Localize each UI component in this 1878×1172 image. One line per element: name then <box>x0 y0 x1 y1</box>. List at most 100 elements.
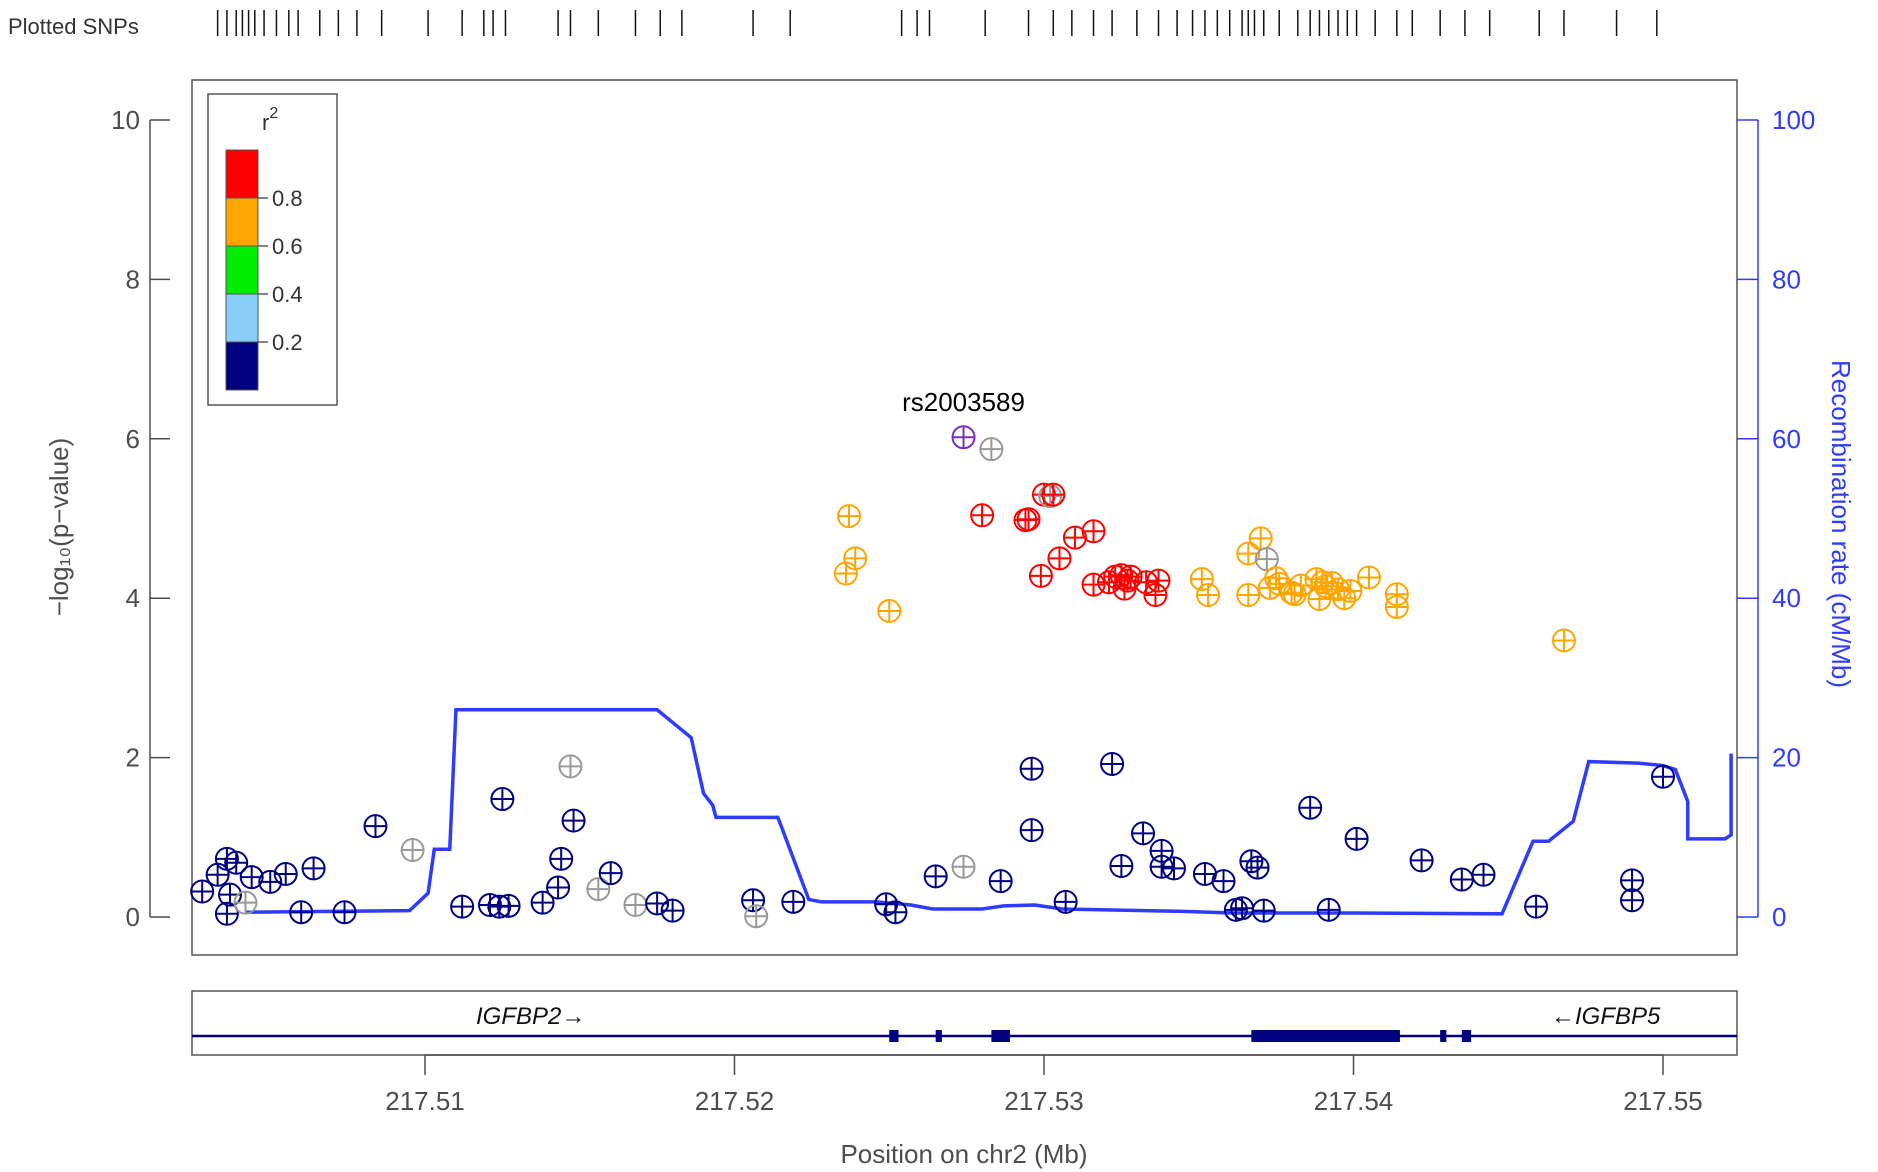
snp-point <box>837 504 862 529</box>
snp-point <box>741 888 766 913</box>
snp-point <box>1264 566 1289 591</box>
snp-point <box>1344 826 1369 851</box>
legend-swatch <box>225 245 259 295</box>
snp-point <box>1019 756 1044 781</box>
snp-point <box>660 898 685 923</box>
x-axis-tick-label: 217.54 <box>1314 1086 1394 1116</box>
exon-block <box>1440 1030 1447 1042</box>
snp-point <box>843 546 868 571</box>
snp-point <box>1313 574 1338 599</box>
legend-bin-label: 0.2 <box>272 330 303 355</box>
x-axis: 217.51 217.52 217.53 217.54 217.55 <box>385 1054 1703 1116</box>
right-axis-tick-label: 40 <box>1772 583 1801 613</box>
snp-point <box>598 861 623 886</box>
right-y-axis: 0 20 40 60 80 100 <box>1737 105 1815 932</box>
snp-point <box>970 503 995 528</box>
snp-point <box>561 808 586 833</box>
exon-block <box>889 1030 899 1042</box>
snp-points <box>190 425 1675 929</box>
right-axis-tick-label: 20 <box>1772 743 1801 773</box>
plot-frame <box>191 79 1738 956</box>
snp-point <box>549 846 574 871</box>
snp-point <box>1409 848 1434 873</box>
right-axis-tick-label: 60 <box>1772 424 1801 454</box>
right-axis-title: Recombination rate (cM/Mb) <box>1826 360 1856 688</box>
legend-swatch <box>225 149 259 199</box>
snp-point <box>332 900 357 925</box>
snp-point <box>883 900 908 925</box>
snp-point <box>1161 856 1186 881</box>
snp-point <box>450 894 475 919</box>
legend-swatch <box>225 341 259 391</box>
right-axis-tick-label: 0 <box>1772 902 1786 932</box>
snp-point <box>214 901 239 926</box>
snp-point <box>1239 849 1264 874</box>
snp-point <box>1236 583 1261 608</box>
recombination-rate-line <box>245 708 1733 916</box>
x-axis-title: Position on chr2 (Mb) <box>840 1139 1087 1169</box>
snp-point <box>1449 867 1474 892</box>
snp-point <box>1019 818 1044 843</box>
gene-label-igfbp2: IGFBP2→ <box>476 1003 585 1030</box>
legend-bin-label: 0.4 <box>272 282 303 307</box>
snp-point <box>400 838 425 863</box>
snp-point <box>781 889 806 914</box>
snp-point <box>586 877 611 902</box>
right-axis-tick-label: 80 <box>1772 264 1801 294</box>
snp-point <box>239 865 264 890</box>
exon-block <box>1461 1030 1472 1042</box>
snp-point <box>1149 854 1174 879</box>
snp-point <box>1248 526 1273 551</box>
x-axis-tick-label: 217.53 <box>1004 1086 1084 1116</box>
snp-point <box>1384 594 1409 619</box>
exon-block <box>991 1030 1010 1042</box>
snp-point <box>1620 868 1645 893</box>
snp-point <box>1230 896 1255 921</box>
left-y-axis: 0 2 4 6 8 10 <box>111 105 170 932</box>
snp-point <box>1118 564 1143 589</box>
snp-point <box>1081 519 1106 544</box>
snp-point <box>1109 853 1134 878</box>
snp-point <box>363 814 388 839</box>
snp-point <box>258 869 283 894</box>
snp-point <box>1100 751 1125 776</box>
legend-bin-label: 0.8 <box>272 186 303 211</box>
snp-point <box>1316 897 1341 922</box>
snp-point <box>1211 869 1236 894</box>
left-axis-tick-label: 8 <box>126 264 140 294</box>
snp-point <box>744 904 769 929</box>
snp-point <box>1267 571 1292 596</box>
snp-tick-strip <box>216 10 1658 36</box>
snp-point <box>273 861 298 886</box>
snp-point <box>1551 628 1576 653</box>
snp-point <box>233 890 258 915</box>
exon-blocks <box>889 1030 1472 1042</box>
snp-point <box>289 900 314 925</box>
snp-point <box>546 875 571 900</box>
x-axis-tick-label: 217.51 <box>385 1086 465 1116</box>
snp-point <box>1245 855 1270 880</box>
snp-point <box>1143 583 1168 608</box>
left-axis-tick-label: 10 <box>111 105 140 135</box>
snp-point <box>1028 563 1053 588</box>
legend-bin-label: 0.6 <box>272 234 303 259</box>
snp-point <box>1196 583 1221 608</box>
snp-point <box>1254 547 1279 572</box>
snp-point <box>988 869 1013 894</box>
snp-point <box>1236 541 1261 566</box>
snp-point <box>979 437 1004 462</box>
top-snp-point <box>951 425 976 450</box>
snp-point <box>1338 579 1363 604</box>
left-axis-tick-label: 2 <box>126 743 140 773</box>
r2-legend: r2 0.80.60.40.2 <box>207 93 338 406</box>
snp-point <box>1062 525 1087 550</box>
snp-point <box>877 598 902 623</box>
snp-point <box>190 879 215 904</box>
snp-point <box>1041 482 1066 507</box>
snp-point <box>1524 894 1549 919</box>
snp-point <box>1251 898 1276 923</box>
top-snp-label: rs2003589 <box>902 387 1025 417</box>
snp-point <box>224 850 249 875</box>
snp-point <box>1307 586 1332 611</box>
